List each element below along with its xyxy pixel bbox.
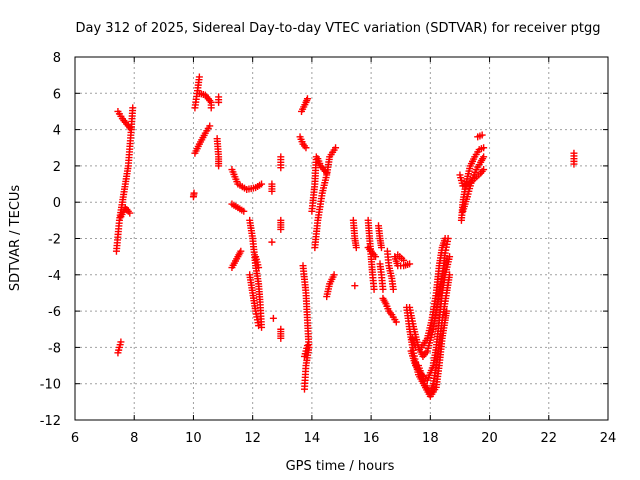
data-point xyxy=(277,225,285,233)
x-tick-label: 22 xyxy=(541,431,558,446)
data-point xyxy=(478,131,486,139)
data-point xyxy=(480,144,488,152)
data-point xyxy=(255,322,263,330)
data-point xyxy=(195,73,203,81)
x-tick-label: 6 xyxy=(71,431,79,446)
x-tick-label: 14 xyxy=(304,431,321,446)
x-tick-label: 20 xyxy=(481,431,498,446)
data-point xyxy=(379,285,387,293)
data-point xyxy=(332,144,340,152)
data-point xyxy=(237,247,245,255)
x-tick-label: 18 xyxy=(422,431,439,446)
y-tick-label: 8 xyxy=(53,51,61,66)
y-tick-label: 0 xyxy=(53,196,61,211)
data-point xyxy=(269,314,277,322)
data-point xyxy=(323,169,331,177)
x-axis-label: GPS time / hours xyxy=(286,459,395,474)
data-point xyxy=(446,271,454,279)
data-point xyxy=(300,385,308,393)
x-tick-label: 16 xyxy=(363,431,380,446)
y-tick-label: -8 xyxy=(48,341,61,356)
chart-title: Day 312 of 2025, Sidereal Day-to-day VTE… xyxy=(76,21,601,36)
data-point xyxy=(207,104,215,112)
data-point xyxy=(480,153,488,161)
plot-frame xyxy=(74,56,609,421)
data-point xyxy=(258,180,266,188)
data-point xyxy=(129,104,137,112)
data-point xyxy=(126,209,134,217)
y-tick-label: 2 xyxy=(53,160,61,175)
y-tick-label: 6 xyxy=(53,87,61,102)
data-point xyxy=(206,122,214,130)
data-point xyxy=(352,244,360,252)
y-tick-label: -12 xyxy=(40,414,61,429)
data-points xyxy=(112,73,578,400)
data-point xyxy=(277,334,285,342)
data-point xyxy=(406,260,414,268)
y-tick-label: -6 xyxy=(48,305,61,320)
x-tick-label: 8 xyxy=(130,431,138,446)
y-tick-label: -2 xyxy=(48,233,61,248)
data-point xyxy=(351,282,359,290)
data-point xyxy=(389,285,397,293)
y-axis-label: SDTVAR / TECUs xyxy=(8,185,23,292)
chart-grid xyxy=(75,57,608,420)
data-point xyxy=(215,98,223,106)
data-point xyxy=(400,256,408,264)
data-point xyxy=(268,187,276,195)
data-point xyxy=(377,244,385,252)
y-tick-label: 4 xyxy=(53,124,61,139)
data-point xyxy=(441,235,449,242)
data-point xyxy=(570,160,578,168)
data-point xyxy=(372,253,380,261)
data-point xyxy=(268,238,276,246)
x-tick-label: 10 xyxy=(185,431,202,446)
data-point xyxy=(117,338,125,346)
data-point xyxy=(255,264,263,272)
x-tick-label: 12 xyxy=(244,431,261,446)
data-point xyxy=(480,166,488,174)
data-point xyxy=(302,144,310,152)
data-point xyxy=(127,126,135,134)
data-point xyxy=(392,318,400,326)
data-point xyxy=(240,207,248,215)
data-point xyxy=(303,95,311,103)
data-point xyxy=(277,164,285,172)
data-point xyxy=(303,342,311,350)
data-point xyxy=(370,285,378,293)
data-point xyxy=(446,253,454,261)
data-point xyxy=(215,162,223,170)
y-tick-label: -4 xyxy=(48,269,61,284)
x-tick-label: 24 xyxy=(600,431,617,446)
data-point xyxy=(330,271,338,279)
data-point xyxy=(190,189,198,197)
y-tick-label: -10 xyxy=(40,378,61,393)
